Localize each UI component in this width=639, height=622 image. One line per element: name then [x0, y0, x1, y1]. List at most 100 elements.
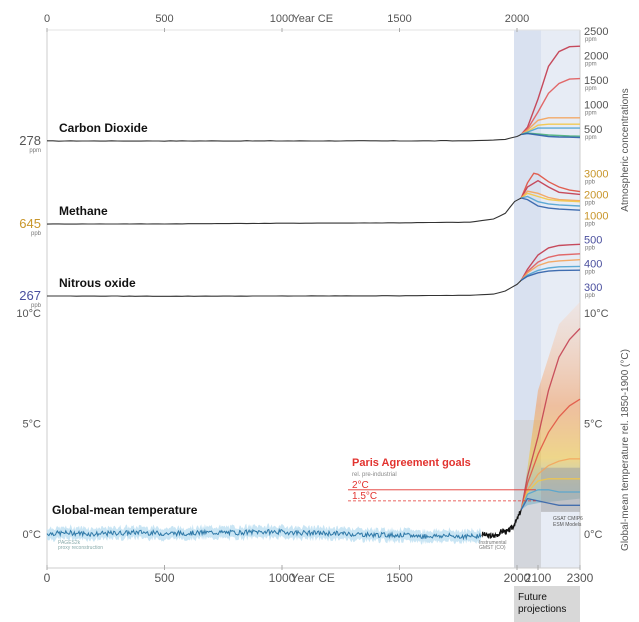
right-tick-unit: ppb	[585, 200, 596, 206]
projection-line	[521, 132, 581, 139]
top-tick-label: 1500	[387, 13, 411, 25]
instrumental-line	[481, 509, 522, 539]
top-tick-label: 0	[44, 13, 50, 25]
baseline-unit: ppb	[31, 303, 42, 309]
temperature-projection-line	[520, 497, 580, 511]
right-tick-unit: ppb	[585, 293, 596, 299]
temp-left-tick: 0°C	[23, 529, 42, 541]
top-axis-label: Year CE	[292, 13, 333, 25]
projection-line	[521, 195, 581, 207]
future-projections-label: projections	[518, 604, 566, 615]
right-tick-unit: ppb	[585, 246, 596, 252]
bottom-tick-label: 500	[154, 571, 174, 585]
top-tick-label: 500	[155, 13, 173, 25]
paris-title: Paris Agreement goals	[352, 457, 471, 469]
paris-subtitle: rel. pre-industrial	[352, 472, 397, 478]
projection-line	[520, 172, 581, 199]
temperature-projection-line	[520, 489, 580, 510]
temp-left-tick: 5°C	[23, 419, 42, 431]
series-label: Nitrous oxide	[59, 276, 136, 290]
temperature-axis-title: Global-mean temperature rel. 1850-1900 (…	[620, 349, 631, 551]
historical-line	[47, 133, 522, 142]
right-tick-unit: ppb	[585, 179, 596, 185]
paris-level-label: 1.5°C	[352, 491, 377, 502]
bottom-tick-label: 1500	[386, 571, 413, 585]
series-label: Methane	[59, 204, 108, 218]
right-tick-unit: ppm	[585, 111, 597, 117]
bottom-axis-label: Year CE	[291, 571, 335, 585]
temp-right-tick: 0°C	[584, 529, 603, 541]
baseline-value: 278	[19, 133, 41, 148]
panel-carbon-dioxide: Carbon Dioxide278ppm500ppm1000ppm1500ppm…	[19, 26, 608, 154]
bottom-tick-label: 2000	[504, 571, 531, 585]
right-tick-label: 500	[584, 124, 602, 136]
right-tick-unit: ppm	[585, 37, 597, 43]
bottom-tick-label: 1000	[269, 571, 296, 585]
right-tick-label: 2500	[584, 26, 608, 38]
projection-range-fill	[521, 301, 580, 510]
future-label-background	[514, 586, 580, 622]
future-projections-label: Future	[518, 592, 547, 603]
instrumental-label: GMST (CO)	[479, 545, 506, 551]
baseline-value: 267	[19, 288, 41, 303]
right-tick-label: 1000	[584, 211, 608, 223]
right-tick-label: 2000	[584, 51, 608, 63]
right-tick-unit: ppb	[585, 269, 596, 275]
baseline-value: 645	[19, 216, 41, 231]
bottom-tick-label: 2300	[567, 571, 594, 585]
baseline-unit: ppb	[31, 231, 42, 237]
temp-right-tick: 10°C	[584, 308, 609, 320]
projection-line	[520, 117, 580, 135]
instrumental-label: Instrumental	[479, 540, 507, 546]
right-tick-unit: ppb	[585, 222, 596, 228]
temp-right-tick: 5°C	[584, 419, 603, 431]
historical-line	[47, 279, 522, 297]
projection-line	[520, 45, 581, 135]
historical-line	[46, 197, 522, 225]
projection-line	[520, 77, 581, 135]
right-tick-label: 400	[584, 258, 602, 270]
projection-line	[520, 192, 581, 203]
reconstruction-band	[47, 523, 481, 545]
bottom-tick-label: 2100	[525, 571, 552, 585]
right-tick-label: 1500	[584, 75, 608, 87]
projection-line	[521, 197, 581, 211]
reconstruction-label: proxy reconstruction	[58, 545, 103, 551]
paris-level-label: 2°C	[352, 480, 369, 491]
temperature-panel	[46, 301, 581, 545]
model-label: GSAT CMIP6	[553, 516, 583, 522]
temperature-projection-line	[520, 328, 581, 510]
temperature-label: Global-mean temperature	[52, 503, 198, 517]
projection-line	[520, 179, 581, 199]
projection-line	[520, 265, 581, 281]
projection-line	[520, 243, 581, 281]
reconstruction-label: PAGES2k	[58, 540, 81, 546]
projection-line	[520, 127, 580, 136]
temperature-projection-line	[520, 478, 580, 510]
concentration-panels: Carbon Dioxide278ppm500ppm1000ppm1500ppm…	[19, 26, 608, 309]
right-tick-label: 300	[584, 282, 602, 294]
series-label: Carbon Dioxide	[59, 121, 148, 135]
temp-left-tick: 10°C	[16, 308, 41, 320]
projection-line	[520, 259, 581, 281]
right-tick-label: 2000	[584, 189, 608, 201]
right-tick-unit: ppm	[585, 135, 597, 141]
right-tick-label: 3000	[584, 168, 608, 180]
temperature-projection-line	[520, 398, 581, 510]
projection-line	[520, 269, 581, 281]
right-tick-unit: ppm	[585, 86, 597, 92]
projection-line	[520, 190, 581, 202]
bottom-tick-label: 0	[44, 571, 51, 585]
top-tick-label: 2000	[505, 13, 529, 25]
baseline-unit: ppm	[29, 148, 41, 154]
model-label: ESM Models	[553, 522, 582, 528]
top-tick-label: 1000	[270, 13, 294, 25]
reconstruction-line	[46, 527, 482, 541]
right-tick-label: 1000	[584, 100, 608, 112]
right-tick-unit: ppm	[585, 62, 597, 68]
